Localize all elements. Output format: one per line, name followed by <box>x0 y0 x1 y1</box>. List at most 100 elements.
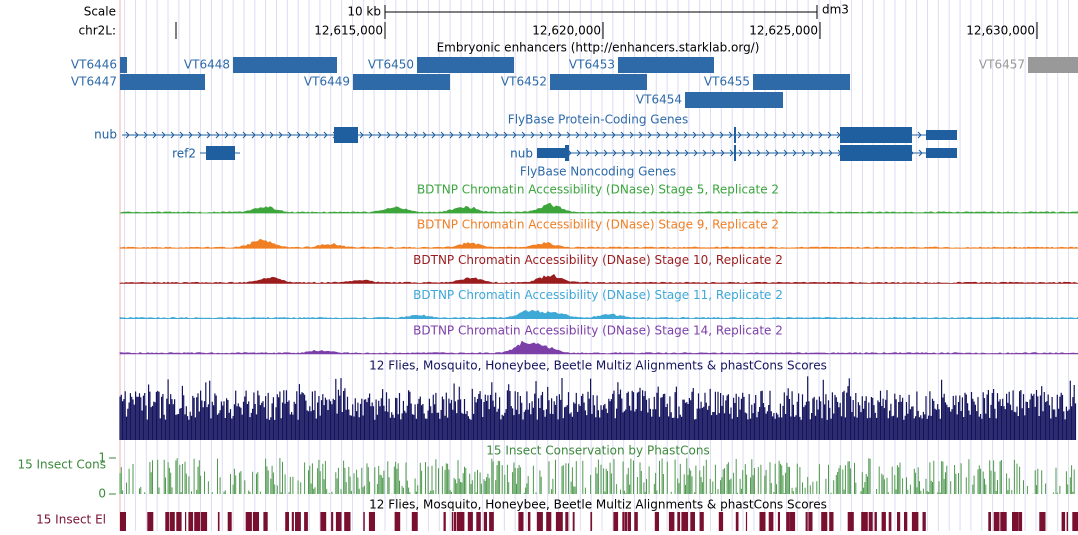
exon <box>537 148 565 158</box>
exon <box>840 145 912 161</box>
gene-label: nub <box>94 128 117 142</box>
strand-arrow <box>359 131 364 139</box>
assembly: dm3 <box>822 3 849 17</box>
strand-arrow <box>638 131 643 139</box>
position-label: 12,630,000 <box>966 24 1035 38</box>
strand-arrow <box>683 131 688 139</box>
strand-arrow <box>792 149 797 157</box>
y-tick-label: 0 <box>98 487 106 501</box>
strand-arrow <box>305 131 310 139</box>
track-title: BDTNP Chromatin Accessibility (DNase) St… <box>413 288 783 302</box>
strand-arrow <box>692 131 697 139</box>
enhancer-label: VT6448 <box>184 58 230 72</box>
enhancer <box>753 74 850 90</box>
track-label: 15 Insect Cons <box>17 458 106 472</box>
track-title: FlyBase Noncoding Genes <box>520 165 676 179</box>
strand-arrow <box>791 131 796 139</box>
strand-arrow <box>152 131 157 139</box>
enhancer <box>353 74 450 90</box>
strand-arrow <box>738 149 743 157</box>
strand-arrow <box>260 131 265 139</box>
strand-arrow <box>134 131 139 139</box>
exon <box>926 130 957 140</box>
strand-arrow <box>665 131 670 139</box>
enhancer <box>550 74 647 90</box>
strand-arrow <box>575 131 580 139</box>
enhancer <box>120 57 127 73</box>
enhancer-label: VT6455 <box>704 75 750 89</box>
strand-arrow <box>278 131 283 139</box>
strand-arrow <box>314 131 319 139</box>
strand-arrow <box>395 131 400 139</box>
enhancer-label: VT6449 <box>304 75 350 89</box>
enhancer-label: VT6457 <box>979 58 1025 72</box>
strand-arrow <box>711 149 716 157</box>
strand-arrow <box>719 131 724 139</box>
strand-arrow <box>765 149 770 157</box>
strand-arrow <box>566 131 571 139</box>
track-title: FlyBase Protein-Coding Genes <box>508 113 688 127</box>
strand-arrow <box>621 149 626 157</box>
enhancer <box>120 74 205 90</box>
strand-arrow <box>548 131 553 139</box>
strand-arrow <box>368 131 373 139</box>
strand-arrow <box>810 149 815 157</box>
strand-arrow <box>206 131 211 139</box>
strand-arrow <box>404 131 409 139</box>
track-title: 12 Flies, Mosquito, Honeybee, Beetle Mul… <box>369 498 827 512</box>
strand-arrow <box>449 131 454 139</box>
strand-arrow <box>639 149 644 157</box>
strand-arrow <box>611 131 616 139</box>
strand-arrow <box>242 131 247 139</box>
enhancer-label: VT6453 <box>569 58 615 72</box>
strand-arrow <box>188 131 193 139</box>
strand-arrow <box>530 131 535 139</box>
conservation-bars <box>119 458 1075 494</box>
strand-arrow <box>666 149 671 157</box>
track-title: BDTNP Chromatin Accessibility (DNase) St… <box>413 323 783 337</box>
enhancer-label: VT6452 <box>501 75 547 89</box>
strand-arrow <box>657 149 662 157</box>
track-title: BDTNP Chromatin Accessibility (DNase) St… <box>413 253 783 267</box>
enhancer <box>1028 57 1078 73</box>
exon <box>926 148 957 158</box>
strand-arrow <box>413 131 418 139</box>
strand-arrow <box>729 149 734 157</box>
strand-arrow <box>215 131 220 139</box>
strand-arrow <box>594 149 599 157</box>
strand-arrow <box>702 149 707 157</box>
strand-arrow <box>512 131 517 139</box>
strand-arrow <box>809 131 814 139</box>
strand-arrow <box>746 131 751 139</box>
track-title: BDTNP Chromatin Accessibility (DNase) St… <box>417 218 779 232</box>
strand-arrow <box>494 131 499 139</box>
element-bars <box>120 512 1078 531</box>
scale-label: Scale <box>84 5 116 19</box>
enhancer <box>685 92 783 108</box>
strand-arrow <box>269 131 274 139</box>
enhancer-label: VT6454 <box>636 93 682 107</box>
enhancer <box>417 57 514 73</box>
strand-arrow <box>656 131 661 139</box>
strand-arrow <box>521 131 526 139</box>
strand-arrow <box>197 131 202 139</box>
strand-arrow <box>251 131 256 139</box>
strand-arrow <box>576 149 581 157</box>
strand-arrow <box>323 131 328 139</box>
strand-arrow <box>818 131 823 139</box>
signal <box>119 202 1078 214</box>
strand-arrow <box>737 131 742 139</box>
strand-arrow <box>476 131 481 139</box>
strand-arrow <box>233 131 238 139</box>
strand-arrow <box>287 131 292 139</box>
chrom-label: chr2L: <box>79 24 117 38</box>
exon <box>565 145 569 161</box>
strand-arrow <box>630 149 635 157</box>
strand-arrow <box>648 149 653 157</box>
strand-arrow <box>764 131 769 139</box>
strand-arrow <box>422 131 427 139</box>
enhancer-label: VT6446 <box>71 58 117 72</box>
exon <box>206 146 235 160</box>
strand-arrow <box>728 131 733 139</box>
gene-label: nub <box>510 147 533 161</box>
